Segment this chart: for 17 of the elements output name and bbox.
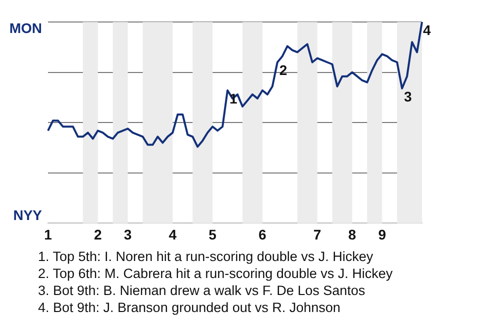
- x-tick-label: 5: [208, 226, 217, 242]
- x-tick-label: 3: [124, 226, 132, 242]
- text: 2. Top 6th: M. Cabrera hit a run-scoring double vs J. Hickey: [38, 265, 394, 282]
- x-tick-label: 6: [258, 226, 267, 242]
- text: NYY: [13, 207, 43, 224]
- x-tick-label: 2: [94, 226, 102, 242]
- text: 4. Bot 9th: J. Branson grounded out vs R. Johnson: [38, 299, 342, 316]
- x-tick-label: 8: [348, 226, 356, 242]
- text: MON: [9, 20, 42, 36]
- text: 3. Bot 9th: B. Nieman drew a walk vs F. De Los Santos: [38, 282, 366, 299]
- x-tick-label: 7: [313, 226, 322, 242]
- x-tick-label: 9: [378, 226, 386, 242]
- text: 1. Top 5th: I. Noren hit a run-scoring double vs J. Hickey: [38, 248, 374, 265]
- x-tick-label: 1: [44, 226, 52, 242]
- annotation: 4: [423, 22, 431, 38]
- annotation: 3: [404, 88, 412, 104]
- x-tick-label: 4: [168, 226, 177, 242]
